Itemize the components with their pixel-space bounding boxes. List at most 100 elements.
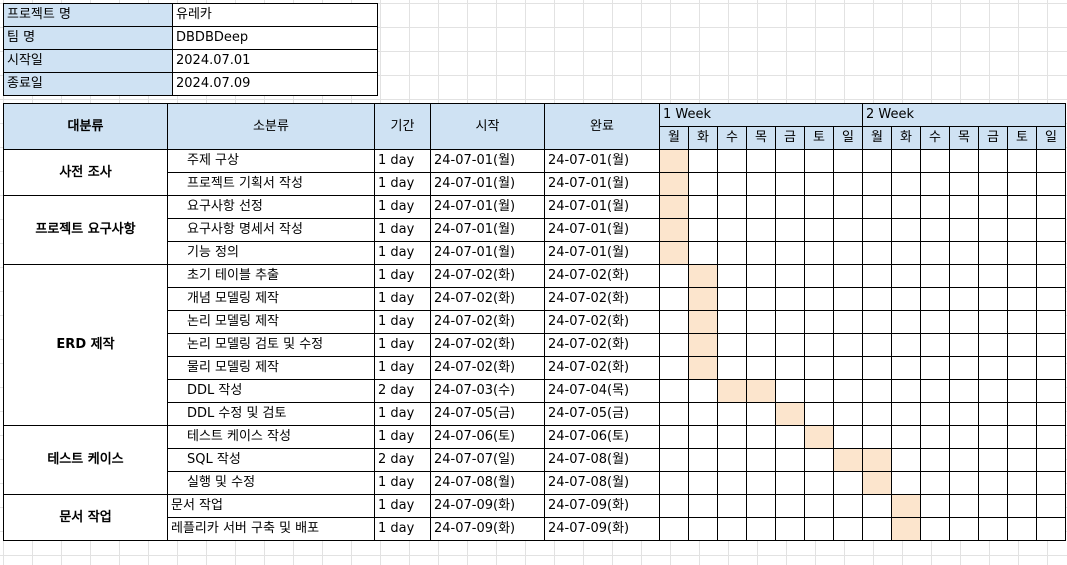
gantt-cell[interactable]: [804, 264, 834, 288]
gantt-cell[interactable]: [1007, 379, 1038, 403]
category-cell[interactable]: ERD 제작: [3, 264, 168, 426]
start-date-cell[interactable]: 24-07-01(월): [430, 218, 545, 242]
gantt-cell[interactable]: [717, 471, 747, 495]
gantt-cell[interactable]: [891, 425, 922, 449]
gantt-cell[interactable]: [949, 379, 980, 403]
gantt-cell[interactable]: [862, 195, 893, 219]
gantt-cell[interactable]: [949, 448, 980, 472]
gantt-cell[interactable]: [717, 218, 747, 242]
info-value[interactable]: DBDBDeep: [172, 26, 378, 50]
end-date-cell[interactable]: 24-07-01(월): [544, 172, 660, 196]
gantt-cell[interactable]: [659, 471, 689, 495]
gantt-cell[interactable]: [832, 517, 864, 541]
gantt-cell-active[interactable]: [891, 494, 922, 518]
gantt-cell[interactable]: [920, 379, 951, 403]
task-name-cell[interactable]: DDL 수정 및 검토: [167, 402, 375, 426]
gantt-cell-active[interactable]: [832, 448, 864, 472]
gantt-cell-active[interactable]: [775, 402, 805, 426]
gantt-cell[interactable]: [717, 241, 747, 265]
gantt-cell[interactable]: [804, 448, 834, 472]
end-date-cell[interactable]: 24-07-08(월): [544, 448, 660, 472]
gantt-cell[interactable]: [891, 218, 922, 242]
gantt-cell[interactable]: [1036, 402, 1067, 426]
gantt-cell[interactable]: [1007, 172, 1038, 196]
gantt-cell[interactable]: [1007, 149, 1038, 173]
gantt-cell[interactable]: [862, 287, 893, 311]
gantt-cell[interactable]: [832, 218, 864, 242]
gantt-cell[interactable]: [804, 172, 834, 196]
info-value[interactable]: 유레카: [172, 3, 378, 27]
task-name-cell[interactable]: 레플리카 서버 구축 및 배포: [167, 517, 375, 541]
gantt-cell[interactable]: [891, 241, 922, 265]
gantt-cell[interactable]: [949, 172, 980, 196]
end-date-cell[interactable]: 24-07-04(목): [544, 379, 660, 403]
gantt-cell[interactable]: [688, 425, 718, 449]
gantt-cell[interactable]: [978, 425, 1009, 449]
gantt-cell[interactable]: [862, 172, 893, 196]
gantt-cell[interactable]: [746, 218, 776, 242]
gantt-cell[interactable]: [920, 172, 951, 196]
gantt-cell[interactable]: [688, 172, 718, 196]
task-name-cell[interactable]: DDL 작성: [167, 379, 375, 403]
duration-cell[interactable]: 1 day: [374, 149, 431, 173]
gantt-cell[interactable]: [1007, 471, 1038, 495]
gantt-cell[interactable]: [862, 333, 893, 357]
gantt-cell[interactable]: [1007, 264, 1038, 288]
gantt-cell[interactable]: [920, 264, 951, 288]
end-date-cell[interactable]: 24-07-01(월): [544, 195, 660, 219]
gantt-cell[interactable]: [978, 333, 1009, 357]
gantt-cell[interactable]: [1036, 425, 1067, 449]
gantt-cell[interactable]: [862, 149, 893, 173]
gantt-cell[interactable]: [717, 517, 747, 541]
gantt-cell[interactable]: [978, 149, 1009, 173]
gantt-cell[interactable]: [1036, 494, 1067, 518]
gantt-cell[interactable]: [891, 471, 922, 495]
gantt-cell[interactable]: [804, 494, 834, 518]
gantt-cell[interactable]: [832, 402, 864, 426]
gantt-cell[interactable]: [920, 356, 951, 380]
gantt-cell[interactable]: [832, 241, 864, 265]
gantt-cell[interactable]: [920, 310, 951, 334]
gantt-cell[interactable]: [746, 448, 776, 472]
end-date-cell[interactable]: 24-07-02(화): [544, 287, 660, 311]
duration-cell[interactable]: 2 day: [374, 448, 431, 472]
gantt-cell[interactable]: [775, 310, 805, 334]
gantt-cell[interactable]: [746, 195, 776, 219]
start-date-cell[interactable]: 24-07-02(화): [430, 333, 545, 357]
start-date-cell[interactable]: 24-07-08(월): [430, 471, 545, 495]
gantt-cell[interactable]: [717, 402, 747, 426]
task-name-cell[interactable]: 주제 구상: [167, 149, 375, 173]
gantt-cell[interactable]: [746, 333, 776, 357]
category-cell[interactable]: 테스트 케이스: [3, 425, 168, 495]
duration-cell[interactable]: 1 day: [374, 241, 431, 265]
gantt-cell[interactable]: [978, 287, 1009, 311]
task-name-cell[interactable]: 초기 테이블 추출: [167, 264, 375, 288]
info-value[interactable]: 2024.07.01: [172, 49, 378, 73]
gantt-cell-active[interactable]: [862, 448, 893, 472]
gantt-cell[interactable]: [891, 448, 922, 472]
gantt-cell[interactable]: [775, 448, 805, 472]
start-date-cell[interactable]: 24-07-05(금): [430, 402, 545, 426]
task-name-cell[interactable]: 실행 및 수정: [167, 471, 375, 495]
start-date-cell[interactable]: 24-07-01(월): [430, 149, 545, 173]
gantt-cell[interactable]: [775, 172, 805, 196]
gantt-cell[interactable]: [717, 448, 747, 472]
start-date-cell[interactable]: 24-07-01(월): [430, 172, 545, 196]
gantt-cell[interactable]: [920, 241, 951, 265]
gantt-cell[interactable]: [746, 356, 776, 380]
gantt-cell-active[interactable]: [688, 287, 718, 311]
duration-cell[interactable]: 1 day: [374, 356, 431, 380]
gantt-cell[interactable]: [717, 333, 747, 357]
gantt-cell[interactable]: [1007, 425, 1038, 449]
gantt-cell[interactable]: [746, 425, 776, 449]
gantt-cell[interactable]: [978, 241, 1009, 265]
gantt-cell[interactable]: [949, 333, 980, 357]
gantt-cell[interactable]: [949, 356, 980, 380]
gantt-cell[interactable]: [832, 264, 864, 288]
gantt-cell[interactable]: [746, 172, 776, 196]
info-label[interactable]: 시작일: [3, 49, 173, 73]
gantt-cell[interactable]: [978, 310, 1009, 334]
gantt-cell-active[interactable]: [717, 379, 747, 403]
gantt-cell[interactable]: [978, 356, 1009, 380]
gantt-cell[interactable]: [891, 379, 922, 403]
